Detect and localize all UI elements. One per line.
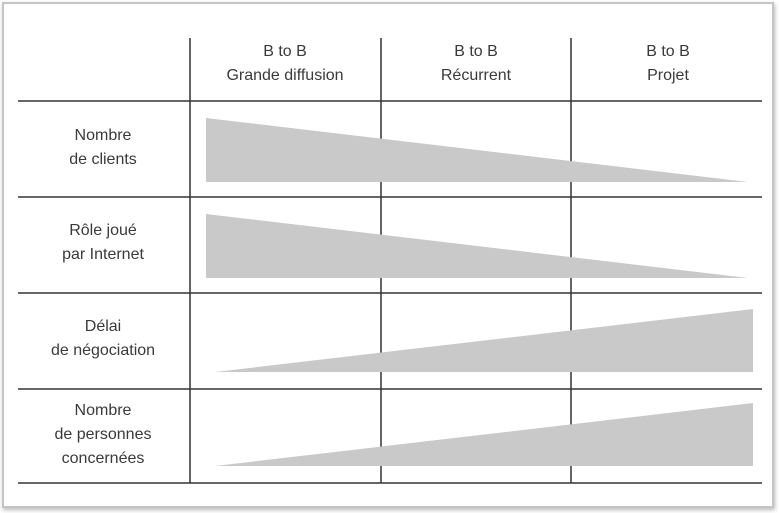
increasing-wedge [215, 309, 753, 372]
column-header: B to B [263, 43, 307, 60]
column-header: B to B [646, 43, 690, 60]
decreasing-wedge [206, 214, 748, 278]
column-header: Projet [647, 67, 689, 84]
row-label: de clients [69, 151, 137, 168]
row-label: concernées [62, 450, 145, 467]
increasing-wedge [215, 403, 753, 466]
grid [18, 38, 762, 484]
row-label: Délai [85, 318, 121, 335]
column-header: Récurrent [441, 67, 512, 84]
decreasing-wedge [206, 118, 748, 182]
wedges [206, 118, 753, 466]
row-label: par Internet [62, 246, 144, 263]
row-label: Nombre [75, 127, 132, 144]
row-label: de personnes [55, 426, 152, 443]
column-header: Grande diffusion [226, 67, 343, 84]
row-label: Nombre [75, 402, 132, 419]
row-label: Rôle joué [69, 222, 137, 239]
row-label: de négociation [51, 342, 155, 359]
column-header: B to B [454, 43, 498, 60]
